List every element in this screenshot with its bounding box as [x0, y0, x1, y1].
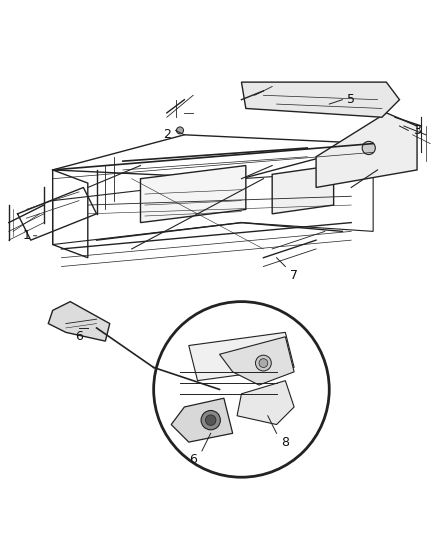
Text: 2: 2	[162, 128, 170, 141]
Text: 5: 5	[346, 93, 354, 106]
Circle shape	[153, 302, 328, 477]
Text: 8: 8	[281, 435, 289, 449]
Circle shape	[205, 415, 215, 425]
Text: 6: 6	[75, 330, 83, 343]
Polygon shape	[188, 333, 293, 381]
Circle shape	[255, 355, 271, 371]
Polygon shape	[48, 302, 110, 341]
Polygon shape	[272, 166, 333, 214]
Polygon shape	[140, 166, 245, 223]
Text: 3: 3	[412, 124, 420, 137]
Polygon shape	[315, 113, 416, 188]
Circle shape	[201, 410, 220, 430]
Text: 6: 6	[189, 453, 197, 466]
Circle shape	[361, 141, 374, 155]
Circle shape	[176, 127, 183, 134]
Polygon shape	[241, 82, 399, 117]
Text: 7: 7	[290, 269, 297, 282]
Circle shape	[258, 359, 267, 367]
Polygon shape	[219, 337, 293, 385]
Polygon shape	[237, 381, 293, 425]
Polygon shape	[171, 398, 232, 442]
Text: 1: 1	[22, 229, 30, 243]
